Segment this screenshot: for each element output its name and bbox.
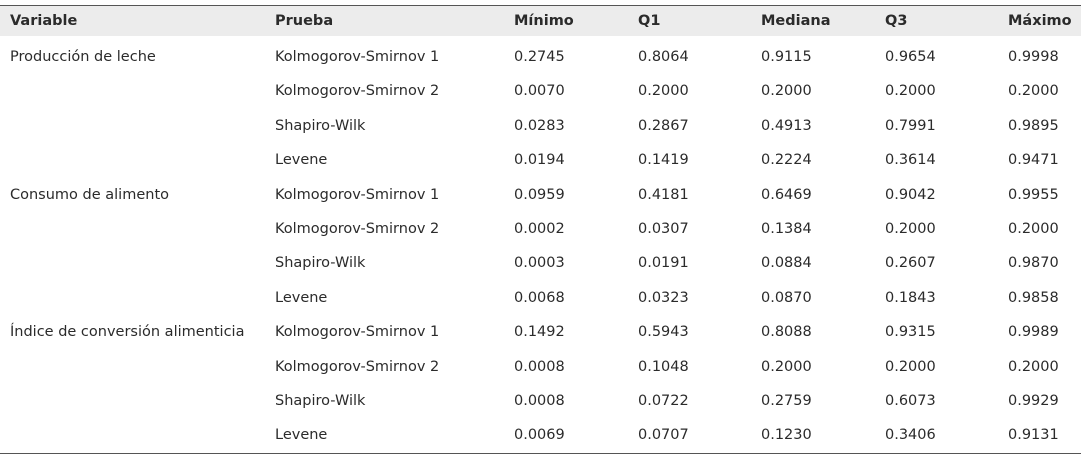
value-cell: 0.0722 [638,393,689,410]
value-cell: 0.7991 [885,117,936,134]
value-cell: 0.8064 [628,35,751,75]
test-cell: Kolmogorov-Smirnov 1 [265,35,504,75]
header-cell: Variable [10,13,78,29]
table-row: Shapiro-Wilk 0.0283 0.2867 0.4913 0.7991 0.98… [0,109,1081,143]
value-cell: 0.1230 [761,427,812,444]
header-cell: Mediana [761,13,831,29]
value-cell: 0.2000 [885,221,936,238]
test-cell: Levene [275,152,328,169]
value-cell: 0.0194 [514,152,565,169]
value-cell: 0.1419 [638,152,689,169]
header-cell: Máximo [1008,13,1072,29]
test-cell: Levene [275,427,328,444]
value-cell: 0.9315 [885,324,936,341]
value-cell: 0.9131 [1008,427,1059,444]
table-row: Kolmogorov-Smirnov 2 0.0070 0.2000 0.2000 0.… [0,74,1081,108]
test-cell: Kolmogorov-Smirnov 1 [275,324,440,341]
value-cell: 0.6073 [885,393,936,410]
table-row: Consumo de alimento Kolmogorov-Smirnov 1 0… [0,178,1081,212]
value-cell: 0.4913 [761,117,812,134]
test-cell: Kolmogorov-Smirnov 1 [275,186,440,203]
value-cell: 0.2000 [1008,358,1059,375]
value-cell: 0.0008 [514,358,565,375]
test-cell: Shapiro-Wilk [275,393,366,410]
value-cell: 0.0959 [514,186,565,203]
value-cell: 0.9929 [1008,393,1059,410]
header-cell: Q3 [885,13,908,29]
test-cell: Shapiro-Wilk [275,255,366,272]
value-cell: 0.0069 [514,427,565,444]
value-cell: 0.4181 [638,186,689,203]
value-cell: 0.2000 [1008,83,1059,100]
value-cell: 0.9471 [1008,152,1059,169]
value-cell: 0.1048 [638,358,689,375]
value-cell: 0.2867 [638,117,689,134]
value-cell: 0.3406 [885,427,936,444]
header-cell: Q1 [638,13,661,29]
value-cell: 0.0884 [761,255,812,272]
variable-cell: Consumo de alimento [10,186,170,203]
value-cell: 0.5943 [638,324,689,341]
value-cell: 0.8088 [761,324,812,341]
value-cell: 0.2607 [885,255,936,272]
value-cell: 0.1492 [514,324,565,341]
variable-cell: Índice de conversión alimenticia [10,324,245,341]
table-row: Shapiro-Wilk 0.0003 0.0191 0.0884 0.2607 0.98… [0,246,1081,280]
value-cell: 0.1843 [885,289,936,306]
table-row: Shapiro-Wilk 0.0008 0.0722 0.2759 0.6073 0.99… [0,384,1081,418]
value-cell: 0.9654 [875,35,998,75]
header-cell: Prueba [275,13,334,29]
value-cell: 0.6469 [761,186,812,203]
value-cell: 0.0323 [638,289,689,306]
test-cell: Kolmogorov-Smirnov 2 [275,83,440,100]
table-row: Levene 0.0194 0.1419 0.2224 0.3614 0.9471 [0,143,1081,177]
value-cell: 0.0870 [761,289,812,306]
value-cell: 0.2224 [761,152,812,169]
test-cell: Levene [275,289,328,306]
value-cell: 0.3614 [885,152,936,169]
value-cell: 0.2745 [504,35,628,75]
value-cell: 0.0191 [638,255,689,272]
value-cell: 0.0002 [514,221,565,238]
value-cell: 0.9042 [885,186,936,203]
test-cell: Kolmogorov-Smirnov 2 [275,221,440,238]
value-cell: 0.9989 [1008,324,1059,341]
value-cell: 0.2759 [761,393,812,410]
table-header: Variable Prueba Mínimo Q1 Mediana Q3 Máximo [0,5,1081,38]
value-cell: 0.0003 [514,255,565,272]
table-row: Kolmogorov-Smirnov 2 0.0002 0.0307 0.1384 0.… [0,212,1081,246]
table-row: Levene 0.0069 0.0707 0.1230 0.3406 0.9131 [0,418,1081,454]
test-cell: Shapiro-Wilk [275,117,366,134]
value-cell: 0.9870 [1008,255,1059,272]
value-cell: 0.0307 [638,221,689,238]
test-cell: Kolmogorov-Smirnov 2 [275,358,440,375]
value-cell: 0.2000 [761,83,812,100]
value-cell: 0.0008 [514,393,565,410]
value-cell: 0.9955 [1008,186,1059,203]
value-cell: 0.0707 [638,427,689,444]
value-cell: 0.1384 [761,221,812,238]
value-cell: 0.0070 [514,83,565,100]
header-row: Variable Prueba Mínimo Q1 Mediana Q3 Máximo [0,5,1081,38]
value-cell: 0.2000 [885,358,936,375]
table-row: Levene 0.0068 0.0323 0.0870 0.1843 0.9858 [0,281,1081,315]
table-row: Kolmogorov-Smirnov 2 0.0008 0.1048 0.2000 0.… [0,350,1081,384]
value-cell: 0.9858 [1008,289,1059,306]
value-cell: 0.0283 [514,117,565,134]
table-row: Índice de conversión alimenticia Kolmogor… [0,315,1081,349]
value-cell: 0.2000 [1008,221,1059,238]
value-cell: 0.0068 [514,289,565,306]
value-cell: 0.2000 [638,83,689,100]
value-cell: 0.9895 [1008,117,1059,134]
variable-cell: Producción de leche [0,36,265,178]
value-cell: 0.2000 [761,358,812,375]
value-cell: 0.9115 [751,35,875,75]
value-cell: 0.9998 [998,35,1081,75]
results-table: Variable Prueba Mínimo Q1 Mediana Q3 Máximo Pr… [0,5,1081,454]
header-cell: Mínimo [514,13,574,29]
value-cell: 0.2000 [885,83,936,100]
